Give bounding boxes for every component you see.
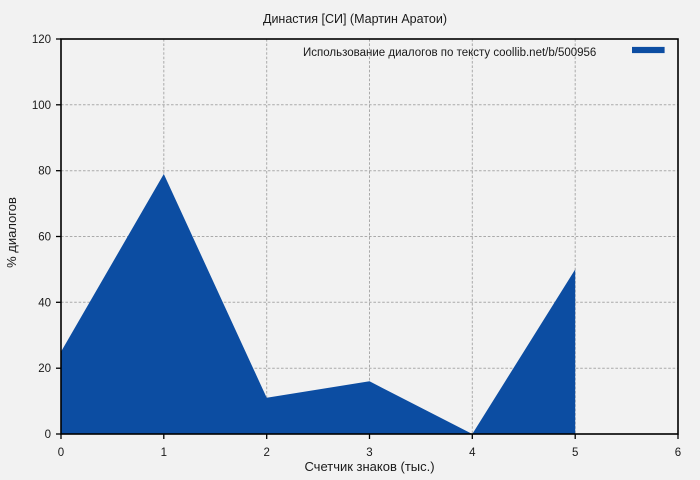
svg-text:40: 40 [38,297,51,309]
svg-text:6: 6 [675,447,681,459]
svg-text:0: 0 [45,429,51,441]
svg-text:3: 3 [366,447,372,459]
svg-text:0: 0 [58,447,64,459]
svg-text:Счетчик знаков (тыс.): Счетчик знаков (тыс.) [304,459,434,474]
svg-text:4: 4 [469,447,476,459]
svg-text:80: 80 [38,166,51,178]
svg-text:20: 20 [38,363,51,375]
svg-text:1: 1 [161,447,167,459]
svg-text:120: 120 [32,34,51,46]
svg-text:% диалогов: % диалогов [4,197,19,268]
svg-text:Династия [СИ] (Мартин Аратои): Династия [СИ] (Мартин Аратои) [263,12,447,26]
svg-text:Использование диалогов по текс: Использование диалогов по тексту coollib… [303,47,596,59]
svg-text:5: 5 [572,447,578,459]
svg-text:100: 100 [32,100,51,112]
svg-text:2: 2 [263,447,269,459]
svg-text:60: 60 [38,232,51,244]
